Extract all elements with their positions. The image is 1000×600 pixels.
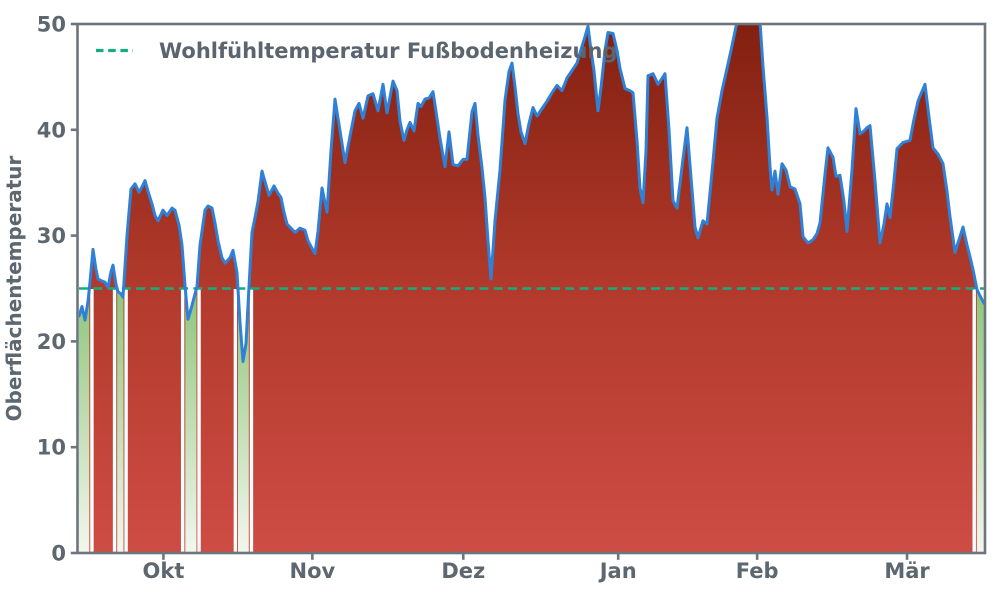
area-below-threshold — [79, 288, 90, 553]
x-tick-label: Nov — [290, 559, 336, 583]
axis-ticks — [70, 22, 909, 560]
y-tick-label: 40 — [37, 118, 66, 142]
area-below-threshold — [185, 288, 197, 553]
x-tick-label: Dez — [441, 559, 485, 583]
y-axis-label: Oberflächentemperatur — [2, 155, 26, 421]
legend-label: Wohlfühltemperatur Fußbodenheizung — [159, 39, 617, 63]
area-below-threshold — [976, 288, 984, 553]
x-tick-label: Jan — [598, 559, 637, 583]
x-tick-label: Feb — [736, 559, 779, 583]
temperature-area-fill — [79, 24, 984, 553]
area-below-threshold — [117, 288, 124, 553]
x-tick-label: Okt — [143, 559, 185, 583]
surface-temperature-curve — [78, 24, 985, 363]
axis-tick-labels: 0 10 20 30 40 50 Okt Nov Dez Jan Feb Mär — [37, 13, 931, 584]
x-tick-label: Mär — [884, 559, 930, 583]
plot-border — [76, 22, 987, 555]
area-above-threshold — [79, 24, 984, 553]
legend: Wohlfühltemperatur Fußbodenheizung — [96, 39, 617, 63]
y-tick-label: 30 — [37, 224, 66, 248]
temperature-line — [78, 24, 985, 363]
y-tick-label: 50 — [37, 13, 66, 37]
y-tick-label: 10 — [37, 436, 66, 460]
y-tick-label: 0 — [51, 542, 66, 566]
area-below-threshold — [238, 288, 249, 553]
y-tick-label: 20 — [37, 330, 66, 354]
